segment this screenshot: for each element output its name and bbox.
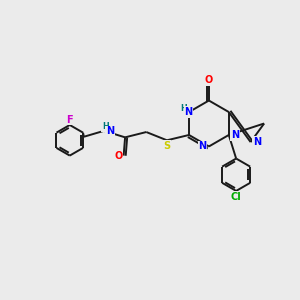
Text: N: N [106, 126, 114, 136]
Text: H: H [102, 122, 109, 131]
Text: N: N [253, 137, 261, 147]
Text: S: S [164, 141, 170, 151]
Text: F: F [66, 115, 73, 125]
Text: Cl: Cl [231, 192, 242, 202]
Text: N: N [231, 130, 239, 140]
Text: N: N [184, 107, 193, 117]
Text: O: O [205, 75, 213, 85]
Text: H: H [180, 104, 187, 113]
Text: N: N [198, 142, 206, 152]
Text: O: O [114, 151, 122, 160]
